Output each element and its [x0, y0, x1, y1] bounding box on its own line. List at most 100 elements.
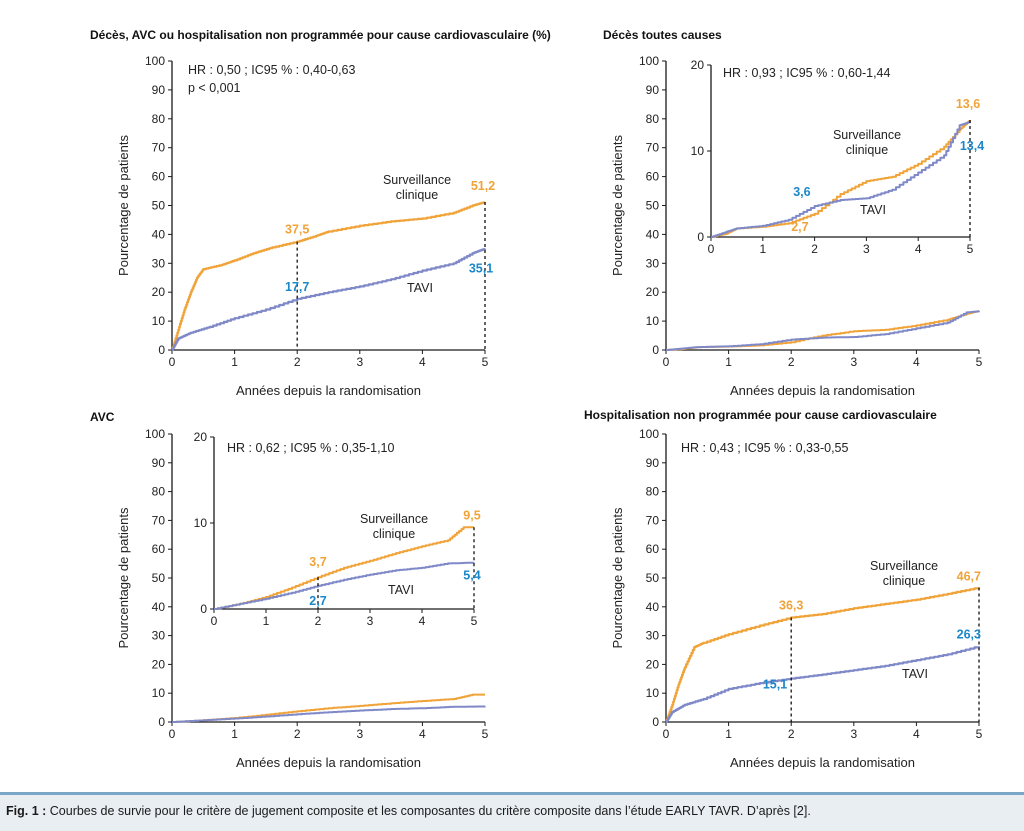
- composite-y-tick-label: 10: [152, 314, 166, 328]
- avc-annotation: HR : 0,62 ; IC95 % : 0,35-1,10: [227, 441, 394, 455]
- chart-avc: AVC Pourcentage de patients Années depuis …: [90, 410, 489, 770]
- hosp-x-tick-label: 5: [976, 727, 983, 741]
- avc-x-tick-label: 5: [482, 727, 489, 741]
- hosp-y-tick-label: 10: [646, 686, 660, 700]
- composite-series-label: Surveillance: [383, 173, 451, 187]
- deces-y-tick-label: 80: [646, 112, 660, 126]
- hosp-x-tick-label: 2: [788, 727, 795, 741]
- avc-y-tick-label: 20: [152, 657, 166, 671]
- hosp-x-tick-label: 1: [725, 727, 732, 741]
- avc-inset-series-line-surveillance: [214, 526, 474, 610]
- composite-y-tick-label: 80: [152, 112, 166, 126]
- hosp-y-tick-label: 30: [646, 629, 660, 643]
- avc-value-label: 9,5: [463, 508, 480, 522]
- composite-y-tick-label: 30: [152, 256, 166, 270]
- composite-y-tick-label: 0: [158, 343, 165, 357]
- chart-hospitalisation: Hospitalisation non programmée pour caus…: [584, 408, 983, 770]
- hosp-value-label: 26,3: [957, 627, 981, 641]
- composite-chart-title: Décès, AVC ou hospitalisation non progra…: [90, 28, 551, 42]
- hosp-y-tick-label: 90: [646, 456, 660, 470]
- avc-series-label: Surveillance: [360, 512, 428, 526]
- composite-y-axis-label: Pourcentage de patients: [116, 135, 131, 276]
- avc-y-axis-label: Pourcentage de patients: [116, 507, 131, 648]
- hosp-value-label: 15,1: [763, 678, 787, 692]
- composite-y-tick-label: 100: [145, 54, 165, 68]
- avc-y-tick-label: 0: [158, 715, 165, 729]
- avc-x-tick-label: 2: [294, 727, 301, 741]
- avc-y-tick-label: 80: [152, 485, 166, 499]
- deces-x-tick-label: 0: [663, 355, 670, 369]
- hosp-series-line-surveillance: [665, 587, 981, 724]
- deces-value-label: 3,6: [793, 185, 810, 199]
- composite-y-tick-label: 20: [152, 285, 166, 299]
- composite-y-tick-label: 60: [152, 170, 166, 184]
- deces-y-tick-label: 0: [652, 343, 659, 357]
- deces-y-tick-label: 100: [639, 54, 659, 68]
- composite-x-tick-label: 0: [169, 355, 176, 369]
- avc-x-axis-label: Années depuis la randomisation: [236, 755, 421, 770]
- avc-x-tick-label: 1: [231, 727, 238, 741]
- avc-inset-x-tick-label: 4: [419, 614, 426, 628]
- hosp-series-label: Surveillance: [870, 559, 938, 573]
- avc-y-tick-label: 60: [152, 542, 166, 556]
- avc-y-tick-label: 50: [152, 571, 166, 585]
- composite-y-tick-label: 70: [152, 141, 166, 155]
- composite-value-label: 51,2: [471, 179, 495, 193]
- avc-y-tick-label: 30: [152, 629, 166, 643]
- hosp-series-line-tavi: [665, 646, 981, 724]
- deces-chart-title: Décès toutes causes: [603, 28, 722, 42]
- composite-series-line-tavi: [171, 248, 487, 352]
- hosp-x-tick-label: 3: [850, 727, 857, 741]
- deces-x-axis-label: Années depuis la randomisation: [730, 383, 915, 398]
- composite-value-label: 35,1: [469, 262, 493, 276]
- composite-value-label: 17,7: [285, 280, 309, 294]
- deces-inset-series-line-tavi: [711, 121, 971, 238]
- composite-annotation: p < 0,001: [188, 81, 241, 95]
- deces-series-label: clinique: [846, 143, 888, 157]
- hosp-y-tick-label: 40: [646, 600, 660, 614]
- hosp-y-tick-label: 100: [639, 427, 659, 441]
- hosp-value-label: 46,7: [957, 570, 981, 584]
- avc-inset-y-tick-label: 20: [194, 430, 208, 444]
- hosp-annotation: HR : 0,43 ; IC95 % : 0,33-0,55: [681, 441, 848, 455]
- composite-x-tick-label: 3: [356, 355, 363, 369]
- avc-series-label: TAVI: [388, 583, 414, 597]
- avc-inset-y-tick-label: 10: [194, 516, 208, 530]
- hosp-series-label: clinique: [883, 574, 925, 588]
- avc-inset-x-tick-label: 5: [471, 614, 478, 628]
- chart-deces: Décès toutes causes Pourcentage de patien…: [603, 28, 984, 398]
- composite-y-tick-label: 50: [152, 199, 166, 213]
- deces-inset-x-tick-label: 0: [708, 242, 715, 256]
- composite-annotation: HR : 0,50 ; IC95 % : 0,40-0,63: [188, 63, 355, 77]
- avc-series-label: clinique: [373, 527, 415, 541]
- deces-inset-y-tick-label: 0: [697, 230, 704, 244]
- deces-y-axis-label: Pourcentage de patients: [610, 135, 625, 276]
- deces-inset-x-tick-label: 1: [759, 242, 766, 256]
- hosp-x-axis-label: Années depuis la randomisation: [730, 755, 915, 770]
- deces-inset-x-tick-label: 2: [811, 242, 818, 256]
- deces-x-tick-label: 5: [976, 355, 983, 369]
- caption-text: Courbes de survie pour le critère de jug…: [49, 804, 811, 818]
- deces-inset-y-tick-label: 20: [691, 58, 705, 72]
- composite-series-label: TAVI: [407, 281, 433, 295]
- deces-x-tick-label: 2: [788, 355, 795, 369]
- deces-series-line-surveillance: [666, 310, 980, 351]
- avc-value-label: 2,7: [309, 594, 326, 608]
- deces-inset-x-tick-label: 5: [967, 242, 974, 256]
- hosp-y-tick-label: 80: [646, 485, 660, 499]
- chart-composite: Décès, AVC ou hospitalisation non progra…: [90, 28, 551, 398]
- deces-y-tick-label: 60: [646, 170, 660, 184]
- deces-y-tick-label: 70: [646, 141, 660, 155]
- avc-inset-x-tick-label: 0: [211, 614, 218, 628]
- caption-label: Fig. 1 :: [6, 804, 47, 818]
- avc-chart-title: AVC: [90, 410, 115, 424]
- composite-value-label: 37,5: [285, 223, 309, 237]
- deces-x-tick-label: 4: [913, 355, 920, 369]
- composite-x-tick-label: 5: [482, 355, 489, 369]
- avc-series-line-tavi: [172, 705, 486, 723]
- composite-y-tick-label: 90: [152, 83, 166, 97]
- avc-inset-series-line-tavi: [214, 561, 475, 610]
- deces-annotation: HR : 0,93 ; IC95 % : 0,60-1,44: [723, 66, 890, 80]
- composite-series-label: clinique: [396, 188, 438, 202]
- avc-inset-x-tick-label: 3: [367, 614, 374, 628]
